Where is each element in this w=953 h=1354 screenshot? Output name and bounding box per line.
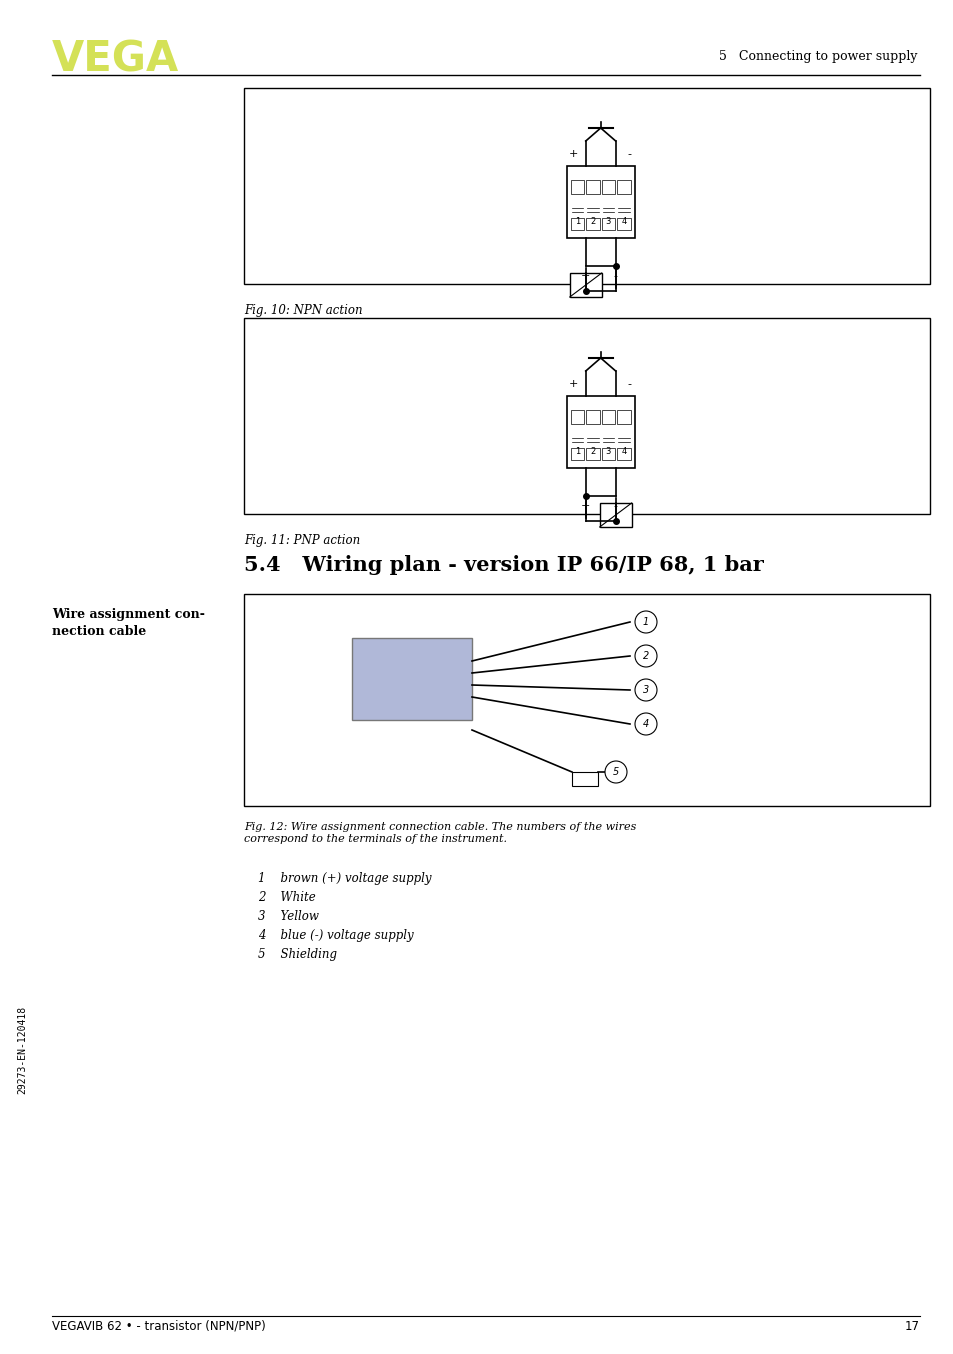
Text: 3: 3 [605,218,611,226]
Text: -: - [613,271,617,282]
Text: 3    Yellow: 3 Yellow [257,910,318,923]
Bar [617,410,630,424]
Text: 3: 3 [605,448,611,456]
Bar [585,180,599,194]
Bar [601,448,615,460]
Text: -: - [627,149,631,158]
Bar [244,594,929,806]
Bar [570,180,583,194]
Bar [585,410,599,424]
Bar [601,410,615,424]
Text: 2: 2 [590,218,595,226]
Bar [601,180,615,194]
Circle shape [635,611,657,634]
Bar [569,274,601,297]
Text: Fig. 12: Wire assignment connection cable. The numbers of the wires
correspond t: Fig. 12: Wire assignment connection cabl… [244,822,636,844]
Text: VEGAVIB 62 • - transistor (NPN/PNP): VEGAVIB 62 • - transistor (NPN/PNP) [52,1320,266,1332]
Text: Wire assignment con-: Wire assignment con- [52,608,205,621]
Bar [617,448,630,460]
Text: 2: 2 [590,448,595,456]
Text: 4: 4 [620,218,626,226]
Text: 1: 1 [575,218,579,226]
Bar [244,88,929,284]
Text: 17: 17 [904,1320,919,1332]
Text: Fig. 10: NPN action: Fig. 10: NPN action [244,305,362,317]
Circle shape [635,645,657,668]
Bar [352,638,472,720]
Circle shape [604,761,626,783]
Text: VEGA: VEGA [52,38,179,80]
Text: Fig. 11: PNP action: Fig. 11: PNP action [244,533,360,547]
Text: nection cable: nection cable [52,626,146,638]
Text: 5   Connecting to power supply: 5 Connecting to power supply [719,50,917,64]
Text: 1: 1 [575,448,579,456]
Text: 4: 4 [620,448,626,456]
Text: 1    brown (+) voltage supply: 1 brown (+) voltage supply [257,872,431,886]
Text: 2: 2 [642,651,648,661]
Text: 1: 1 [642,617,648,627]
Bar [570,448,583,460]
Text: 4    blue (-) voltage supply: 4 blue (-) voltage supply [257,929,414,942]
Text: 2    White: 2 White [257,891,315,904]
Circle shape [635,678,657,701]
Bar [601,218,615,230]
Bar [244,318,929,515]
Text: 5: 5 [612,766,618,777]
Bar [599,502,631,527]
Bar [566,167,634,238]
Text: 5.4   Wiring plan - version IP 66/IP 68, 1 bar: 5.4 Wiring plan - version IP 66/IP 68, 1… [244,555,763,575]
Bar [585,448,599,460]
Text: +: + [580,271,590,282]
Bar [570,410,583,424]
Text: -: - [613,501,617,510]
Bar [585,218,599,230]
Text: +: + [569,149,578,158]
Text: 4: 4 [642,719,648,728]
Bar [572,772,598,787]
Circle shape [635,714,657,735]
Text: 29273-EN-120418: 29273-EN-120418 [17,1006,27,1094]
Bar [566,395,634,468]
Bar [617,218,630,230]
Text: 5    Shielding: 5 Shielding [257,948,336,961]
Bar [617,180,630,194]
Text: +: + [569,379,578,389]
Text: 3: 3 [642,685,648,695]
Text: +: + [580,501,590,510]
Text: -: - [627,379,631,389]
Bar [570,218,583,230]
